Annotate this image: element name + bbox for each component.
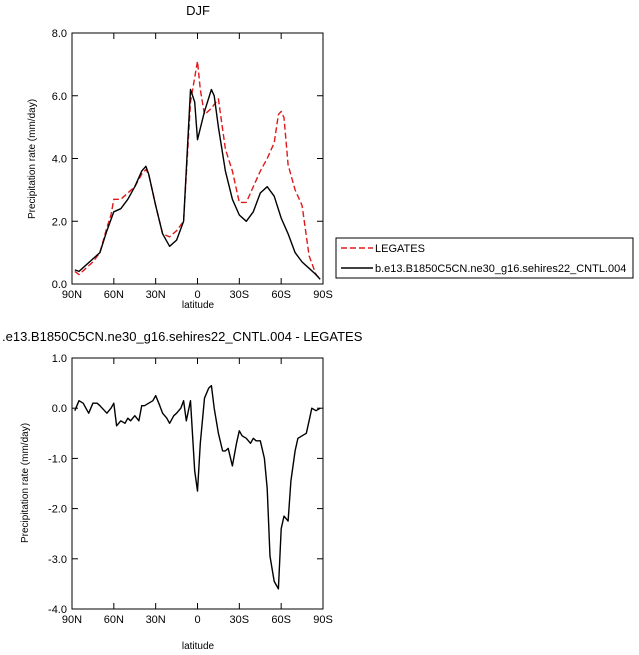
x-tick-label: 60N: [104, 289, 124, 301]
series-lines: [74, 384, 321, 590]
y-tick-label: 2.0: [52, 216, 67, 228]
plot-frame: [71, 357, 324, 610]
legend-label-model: b.e13.B1850C5CN.ne30_g16.sehires22_CNTL.…: [375, 263, 626, 275]
series-line-0: [74, 384, 321, 590]
difference-chart: .e13.B1850C5CN.ne30_g16.sehires22_CNTL.0…: [2, 329, 363, 652]
x-tick-label: 90S: [313, 289, 333, 301]
x-tick-label: 30N: [146, 614, 166, 626]
series-line-0: [74, 60, 321, 280]
x-tick-label: 30N: [146, 289, 166, 301]
precip-chart: DJF latitude Precipitation rate (mm/day)…: [27, 3, 333, 311]
y-tick-label: 0.0: [52, 403, 67, 415]
chart-title: DJF: [186, 3, 210, 18]
y-tick-label: -3.0: [48, 554, 67, 566]
chart-title: .e13.B1850C5CN.ne30_g16.sehires22_CNTL.0…: [2, 329, 363, 344]
y-tick-label: 4.0: [52, 154, 67, 166]
x-tick-label: 60S: [271, 614, 291, 626]
y-tick-label: 1.0: [52, 353, 67, 365]
axis-ticks: 90N 60N 30N 0 30S 60S 90S -4.0 -3.0 -2.0 -1.0 0.0 1.…: [48, 353, 333, 626]
y-tick-label: -2.0: [48, 504, 67, 516]
x-axis-label: latitude: [182, 300, 215, 311]
x-tick-label: 0: [194, 289, 200, 301]
y-axis-label: Precipitation rate (mm/day): [27, 99, 38, 219]
y-axis-label: Precipitation rate (mm/day): [20, 423, 31, 543]
y-tick-label: 6.0: [52, 91, 67, 103]
x-tick-label: 30S: [230, 289, 250, 301]
x-tick-label: 60N: [104, 614, 124, 626]
x-tick-label: 60S: [271, 289, 291, 301]
x-tick-label: 90N: [62, 614, 82, 626]
y-tick-label: -1.0: [48, 453, 67, 465]
x-tick-label: 90S: [313, 614, 333, 626]
x-tick-label: 90N: [62, 289, 82, 301]
legend: LEGATES b.e13.B1850C5CN.ne30_g16.sehires…: [335, 237, 634, 279]
plot-frame: [71, 32, 324, 285]
y-tick-label: -4.0: [48, 604, 67, 616]
legend-label-legates: LEGATES: [375, 243, 425, 255]
axis-ticks: 90N 60N 30N 0 30S 60S 90S 0.0 2.0 4.0 6.0 8.0: [52, 28, 333, 301]
series-lines: [74, 60, 321, 280]
y-tick-label: 0.0: [52, 279, 67, 291]
x-tick-label: 30S: [230, 614, 250, 626]
x-axis-label: latitude: [182, 641, 215, 652]
x-tick-label: 0: [194, 614, 200, 626]
y-tick-label: 8.0: [52, 28, 67, 40]
series-line-1: [74, 88, 321, 280]
legend-box: [335, 237, 634, 279]
